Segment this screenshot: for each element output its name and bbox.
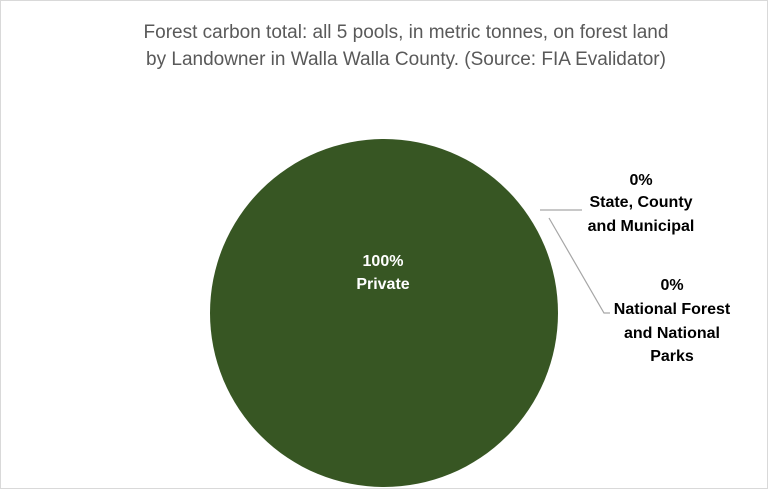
data-label-percent-national-forest-and-national-parks: 0% xyxy=(660,277,683,294)
slice-labels: 100% Private 0% State, County and Municipal 0… xyxy=(356,172,731,365)
data-label-category-private: Private xyxy=(356,276,409,293)
data-label-category-state-county-and-municipal: State, County xyxy=(589,194,692,211)
data-label-percent-private: 100% xyxy=(363,253,404,270)
chart-title-line-1: Forest carbon total: all 5 pools, in met… xyxy=(143,22,669,43)
pie-slices xyxy=(210,139,558,487)
leader-lines xyxy=(540,209,610,314)
chart-title-line-2: by Landowner in Walla Walla County. (Sou… xyxy=(146,49,666,70)
leader-line-national-forest-and-national-parks xyxy=(548,217,610,314)
data-label-category-national-forest-and-national-parks: National Forest xyxy=(614,301,731,318)
chart-title: Forest carbon total: all 5 pools, in met… xyxy=(41,19,768,73)
pie-slice-private xyxy=(210,139,558,487)
data-label-category-state-county-and-municipal: and Municipal xyxy=(588,218,695,235)
data-label-category-national-forest-and-national-parks: and National xyxy=(624,325,720,342)
data-label-category-national-forest-and-national-parks: Parks xyxy=(650,348,694,365)
data-label-percent-state-county-and-municipal: 0% xyxy=(629,172,652,189)
